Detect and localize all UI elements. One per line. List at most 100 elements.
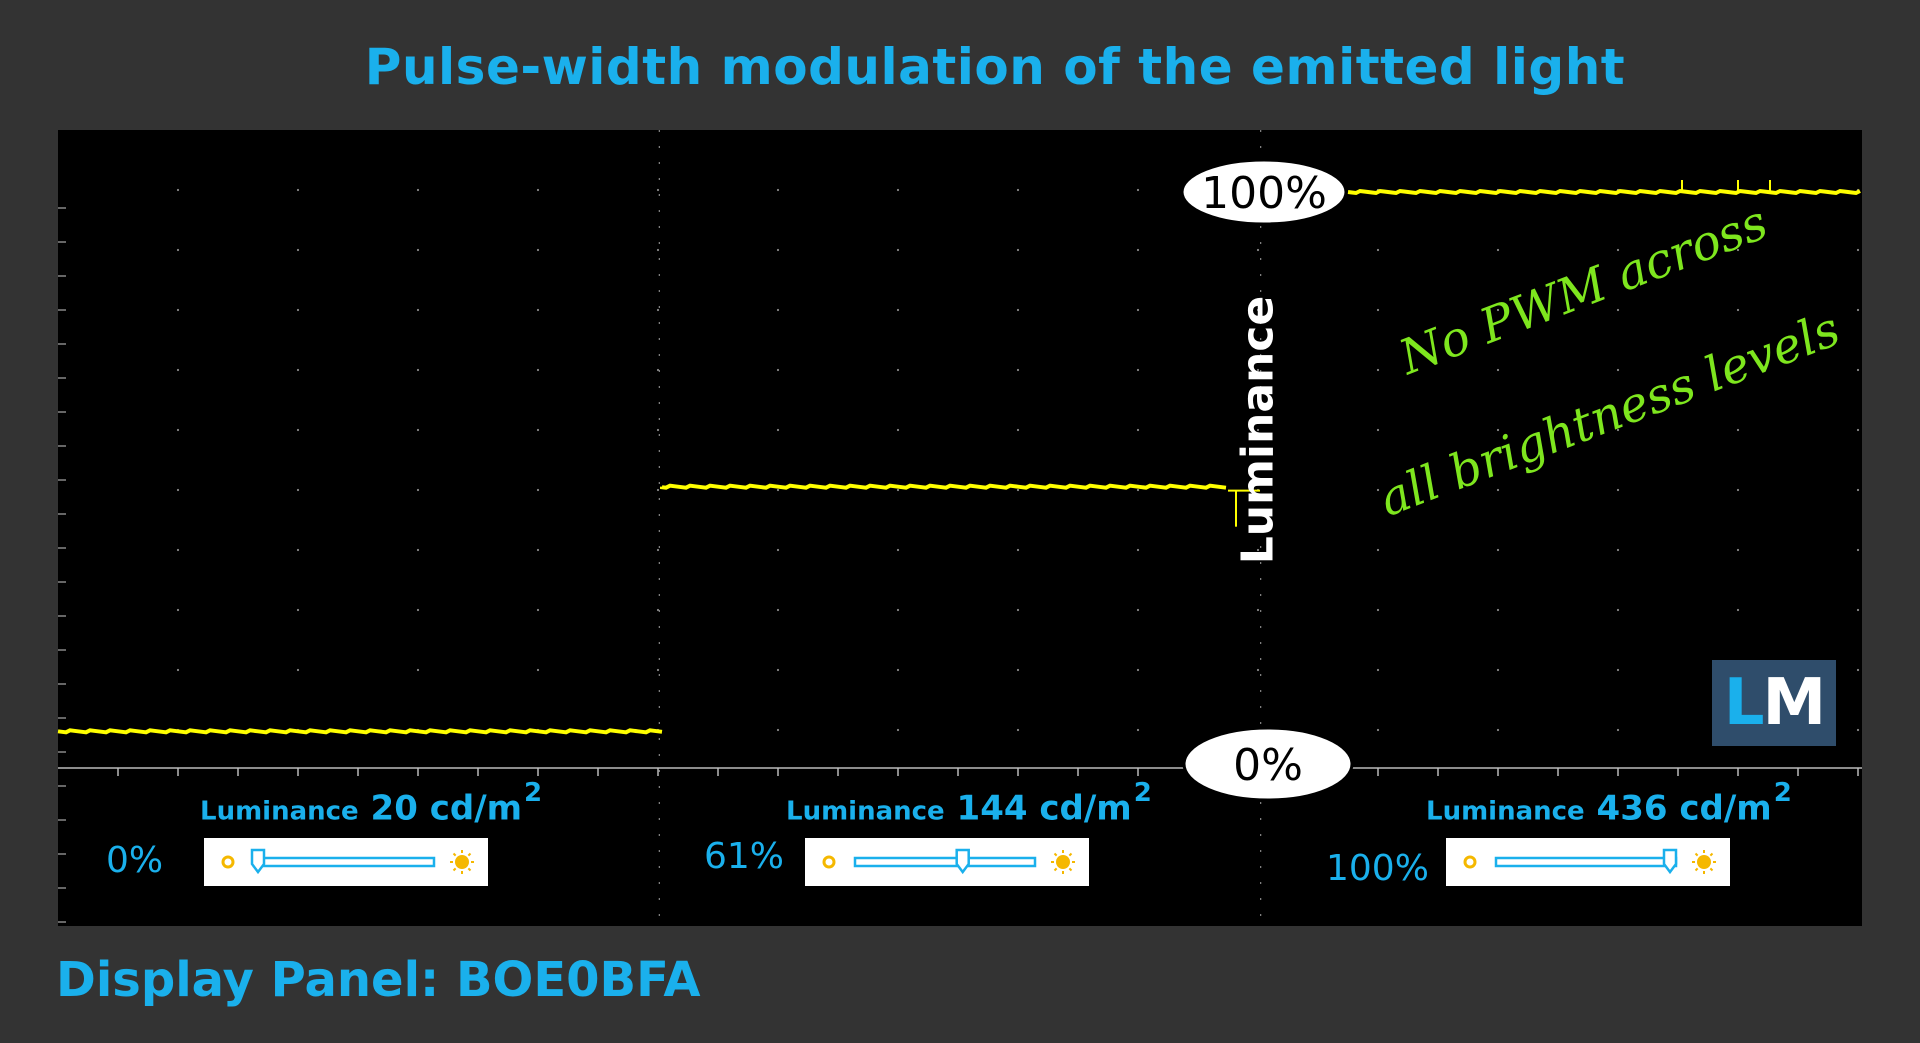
grid-dot [1736,428,1740,432]
trace-line-1 [57,728,663,735]
grid-dot [896,728,900,732]
grid-dot [1496,248,1500,252]
grid-dot [1376,428,1380,432]
grid-dot [1376,368,1380,372]
luminance-word: Luminance [200,796,359,827]
grid-dot [1256,248,1260,252]
grid-dot [1496,668,1500,672]
grid-dot [656,428,660,432]
grid-dot [1496,728,1500,732]
grid-dot [1256,428,1260,432]
grid-dot [1016,668,1020,672]
grid-dot [776,668,780,672]
grid-dot [896,548,900,552]
level-marker-oval [1180,158,1348,226]
grid-dot [416,608,420,612]
grid-dot [896,428,900,432]
grid-dot [1856,308,1860,312]
sun-ray [467,867,472,872]
unit-exponent: 2 [524,778,543,808]
grid-dot [1496,368,1500,372]
grid-dot [1736,308,1740,312]
grid-dot [1376,728,1380,732]
level-marker-oval [1182,726,1354,802]
grid-dot [536,548,540,552]
sun-small-icon [221,855,235,869]
grid-dot [776,548,780,552]
sun-ray [1068,867,1073,872]
logo-letter-l: L [1723,666,1765,740]
grid-dot [1136,668,1140,672]
grid-dot [896,188,900,192]
luminance-word: Luminance [1426,796,1585,827]
grid-dot [1016,428,1020,432]
grid-dot [1256,368,1260,372]
grid-dot [296,488,300,492]
grid-dot [176,368,180,372]
grid-dot [296,188,300,192]
grid-dot [776,728,780,732]
grid-dot [176,548,180,552]
grid-dot [536,248,540,252]
slider-graphic [822,848,1075,875]
grid-dot [1856,608,1860,612]
grid-dot [656,308,660,312]
grid-dot [1736,248,1740,252]
slider-graphic [221,848,474,875]
segment-3-luminance: Luminance 436 cd/m2 [1426,778,1792,829]
sun-ray [1709,852,1714,857]
grid-dot [1256,608,1260,612]
sun-large-icon [1697,855,1711,869]
grid-dot [176,428,180,432]
grid-dot [896,308,900,312]
grid-dot [1136,248,1140,252]
sun-ray [452,867,457,872]
grid-dot [1616,548,1620,552]
brightness-slider-1 [204,838,488,886]
grid-dot [1616,608,1620,612]
unit-exponent: 2 [1773,778,1792,808]
grid-dot [296,668,300,672]
sun-large-icon [1056,855,1070,869]
sun-small-icon [1463,855,1477,869]
sun-ray [1709,867,1714,872]
grid-dot [1016,308,1020,312]
sun-ray [1053,867,1058,872]
grid-dot [1616,428,1620,432]
grid-dot [296,428,300,432]
trace-line-3 [1347,188,1861,196]
grid-dot [656,488,660,492]
slider-graphic [1463,848,1716,875]
grid-dot [1136,308,1140,312]
luminance-value: 436 cd/m [1596,788,1772,829]
sun-ray [1068,852,1073,857]
grid-dot [776,368,780,372]
grid-dot [1496,308,1500,312]
sun-ray [1694,867,1699,872]
grid-dot [1496,548,1500,552]
logo-letter-m: M [1762,666,1827,740]
grid-dot [656,188,660,192]
grid-dot [176,668,180,672]
grid-dot [416,248,420,252]
grid-dot [776,428,780,432]
grid-dot [296,308,300,312]
grid-dot [416,308,420,312]
grid-dot [1256,548,1260,552]
level-marker-label: 100% [1201,168,1327,219]
slider-knob [1662,848,1678,875]
grid-dot [776,188,780,192]
grid-dot [776,608,780,612]
grid-dot [1616,668,1620,672]
grid-dot [1256,308,1260,312]
grid-dot [536,608,540,612]
grid-dot [656,548,660,552]
plot-background [58,130,1862,926]
grid-dot [1016,548,1020,552]
sun-ray [1053,852,1058,857]
grid-dot [1856,728,1860,732]
slider-track [853,856,1037,868]
grid-dot [1136,728,1140,732]
